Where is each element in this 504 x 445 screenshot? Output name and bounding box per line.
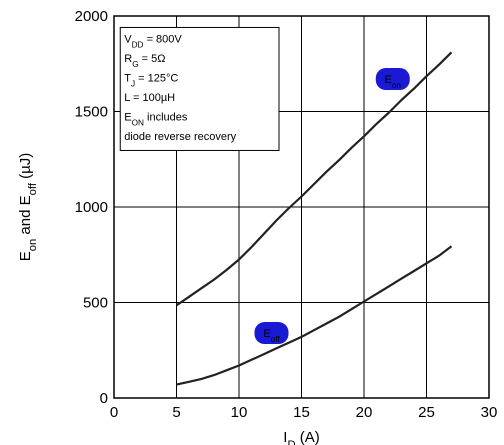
series-tag-off: Eoff [254,322,289,345]
condition-sub: ON [132,118,144,127]
condition-sub: DD [132,40,144,49]
x-tick-label: 10 [231,404,248,421]
x-axis-label-unit: (A) [296,429,320,445]
series-tag-background [375,68,410,91]
x-tick-label: 5 [172,404,180,421]
y-tick-label: 500 [83,295,108,312]
condition-line: TJ = 125°C [124,72,178,88]
condition-rest: includes [144,111,188,123]
x-axis-title: ID (A) [283,429,319,445]
condition-rest: = 125°C [135,72,178,84]
y-tick-label: 1000 [75,199,108,216]
condition-main: R [124,53,132,65]
y-tick-label: 2000 [75,8,108,25]
condition-main: diode reverse recovery [124,131,236,143]
condition-rest: = 800V [144,33,183,45]
plot-area [113,15,490,399]
condition-line: VDD = 800V [124,33,182,49]
conditions-box: VDD = 800V RG = 5Ω TJ = 125°C L = 100µH EON … [119,26,280,151]
condition-line: EON includes [124,111,188,127]
series-tag-label: Eoff [263,328,280,344]
condition-sub: G [132,59,138,68]
y-axis-label-part: off [27,182,39,195]
condition-line: diode reverse recovery [124,131,236,143]
y-axis-label-part: (µJ) [17,153,34,183]
x-tick-label: 0 [110,404,118,421]
condition-main: E [124,111,131,123]
x-axis-label-sub: D [287,439,295,445]
x-axis-label-main: I [283,429,287,445]
x-tick-label: 25 [418,404,435,421]
x-tick-label: 15 [293,404,310,421]
condition-line: RG = 5Ω [124,53,165,69]
x-tick-label: 30 [481,404,498,421]
condition-main: L = 100µH [124,92,175,104]
x-tick-labels: 0 5 10 15 20 25 30 [110,404,498,421]
series-tag-on: Eon [375,68,410,91]
y-tick-labels: 0 500 1000 1500 2000 [75,8,108,407]
y-tick-label: 0 [100,390,108,407]
condition-sub: J [131,79,135,88]
condition-rest: = 5Ω [139,53,166,65]
series-line-Eon [175,51,453,307]
y-tick-label: 1500 [75,104,108,121]
y-axis-label: Eon and Eoff (µJ) [17,153,39,262]
condition-main: T [124,72,131,84]
series-tag-background [254,322,289,345]
y-axis-title: Eon and Eoff (µJ) [17,153,39,262]
conditions-box-frame [119,26,280,151]
series-tag-main: E [263,328,270,340]
x-axis-label: ID (A) [283,429,319,445]
series-line-Eoff [176,245,453,386]
y-axis-label-part: on [27,239,39,252]
x-tick-label: 20 [356,404,373,421]
series-lines [175,51,453,386]
series-tag-label: Eon [384,74,401,90]
series-tag-main: E [384,74,391,86]
series-tag-sub: on [392,81,402,90]
condition-main: V [124,33,132,45]
y-axis-label-part: E [17,251,34,261]
y-axis-label-part: and E [17,195,34,238]
series-tag-sub: off [271,335,281,344]
condition-line: L = 100µH [124,92,175,104]
